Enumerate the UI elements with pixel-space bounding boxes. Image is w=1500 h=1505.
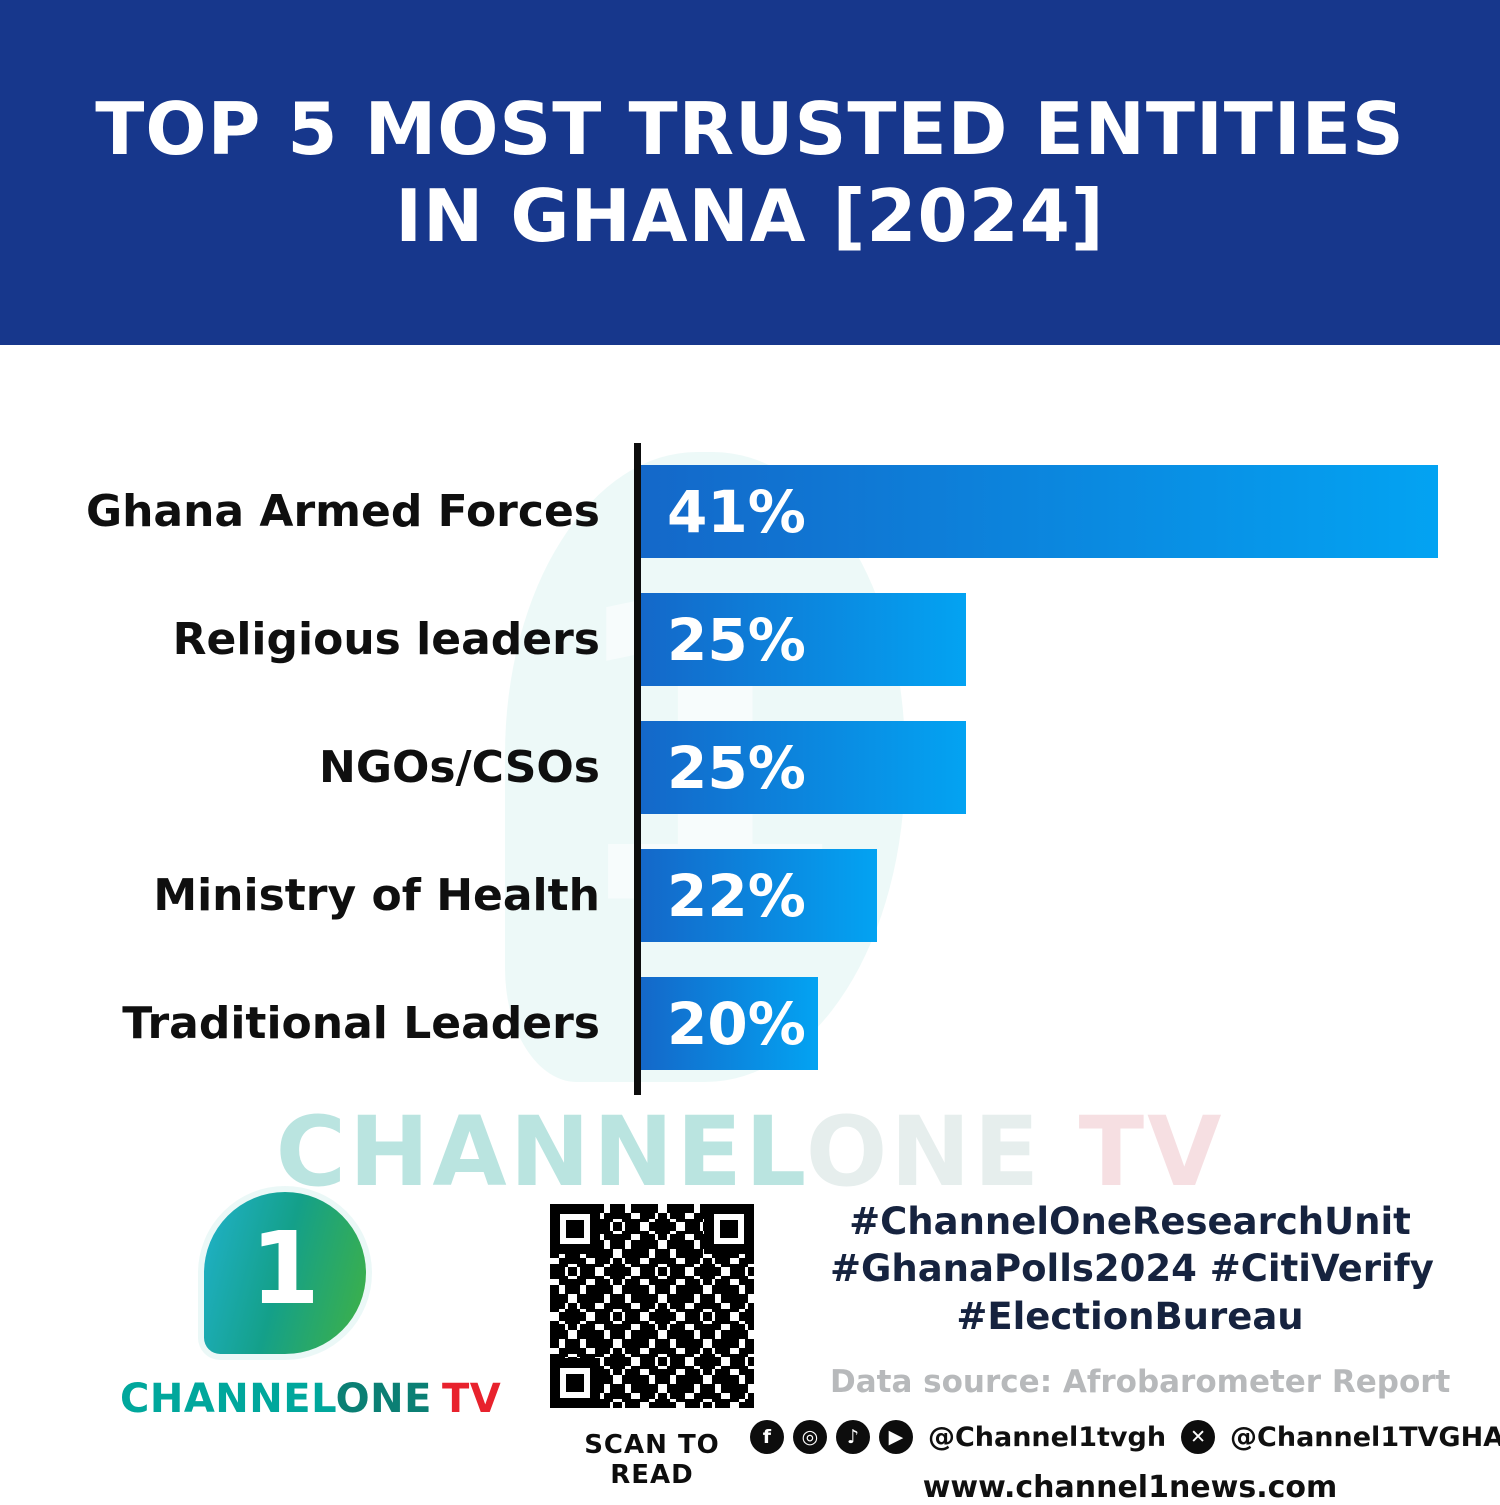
channel-one-logo: 1 CHANNELONE TV bbox=[120, 1192, 501, 1422]
footer-info: #ChannelOneResearchUnit #GhanaPolls2024 … bbox=[749, 1198, 1500, 1505]
tiktok-icon: ♪ bbox=[835, 1420, 870, 1455]
logo-digit: 1 bbox=[250, 1209, 320, 1327]
chart-row-ministry-of-health: Ministry of Health 22% bbox=[0, 849, 1500, 942]
social-handle-x: @Channel1TVGHA bbox=[1230, 1421, 1500, 1453]
bar-ghana-armed-forces: 41% bbox=[641, 465, 1438, 558]
brand-one: ONE bbox=[335, 1376, 432, 1422]
header-banner: TOP 5 MOST TRUSTED ENTITIES IN GHANA [20… bbox=[0, 0, 1500, 345]
x-icon: ✕ bbox=[1181, 1420, 1216, 1455]
y-axis-line bbox=[634, 443, 641, 1095]
chart-row-religious-leaders: Religious leaders 25% bbox=[0, 593, 1500, 686]
website-url: www.channel1news.com bbox=[922, 1470, 1338, 1505]
bar-chart: Ghana Armed Forces 41% Religious leaders… bbox=[0, 465, 1500, 1070]
bar-value-label: 22% bbox=[667, 861, 806, 930]
hashtag-line-1: #ChannelOneResearchUnit bbox=[849, 1200, 1411, 1243]
brand-tv: TV bbox=[441, 1376, 502, 1422]
qr-finder-bottom-left bbox=[550, 1358, 600, 1408]
qr-code bbox=[544, 1198, 760, 1414]
bar-category-label: NGOs/CSOs bbox=[319, 742, 600, 793]
qr-finder-top-left bbox=[550, 1204, 600, 1254]
bar-value-label: 20% bbox=[667, 989, 806, 1058]
instagram-icon: ◎ bbox=[792, 1420, 827, 1455]
qr-caption: SCAN TO READ bbox=[584, 1430, 720, 1490]
bar-ministry-of-health: 22% bbox=[641, 849, 878, 942]
bar-ngos-csos: 25% bbox=[641, 721, 966, 814]
data-source-note: Data source: Afrobarometer Report bbox=[830, 1364, 1451, 1401]
chart-row-ghana-armed-forces: Ghana Armed Forces 41% bbox=[0, 465, 1500, 558]
brand-wordmark: CHANNELONE TV bbox=[120, 1376, 501, 1422]
qr-finder-top-right bbox=[704, 1204, 754, 1254]
hashtag-line-3: #ElectionBureau bbox=[956, 1294, 1304, 1338]
bar-category-label: Ministry of Health bbox=[153, 870, 600, 921]
channel-one-logo-icon: 1 bbox=[204, 1192, 366, 1354]
social-handle-primary: @Channel1tvgh bbox=[927, 1421, 1167, 1453]
watermark-channel: CHANNEL bbox=[275, 1096, 806, 1208]
chart-row-traditional-leaders: Traditional Leaders 20% bbox=[0, 977, 1500, 1070]
watermark-text: CHANNELONE TV bbox=[0, 1096, 1500, 1208]
bar-value-label: 41% bbox=[667, 477, 806, 546]
bar-traditional-leaders: 20% bbox=[641, 977, 819, 1070]
youtube-icon: ▶ bbox=[878, 1420, 913, 1455]
watermark-tv: TV bbox=[1078, 1096, 1225, 1208]
bar-category-label: Religious leaders bbox=[172, 614, 600, 665]
chart-row-ngos-csos: NGOs/CSOs 25% bbox=[0, 721, 1500, 814]
hashtag-line-2: #GhanaPolls2024 #CitiVerify bbox=[830, 1247, 1434, 1291]
facebook-icon: f bbox=[749, 1420, 784, 1455]
page-title-line-2: IN GHANA [2024] bbox=[395, 173, 1105, 258]
page-title-line-1: TOP 5 MOST TRUSTED ENTITIES bbox=[95, 87, 1405, 172]
bar-value-label: 25% bbox=[667, 733, 806, 802]
bar-category-label: Ghana Armed Forces bbox=[85, 486, 600, 537]
bar-category-label: Traditional Leaders bbox=[122, 998, 600, 1049]
bar-religious-leaders: 25% bbox=[641, 593, 966, 686]
bar-value-label: 25% bbox=[667, 605, 806, 674]
social-row: f ◎ ♪ ▶ @Channel1tvgh ✕ @Channel1TVGHA bbox=[749, 1420, 1500, 1455]
qr-block: SCAN TO READ bbox=[540, 1198, 764, 1490]
watermark-one: ONE bbox=[805, 1096, 1043, 1208]
brand-channel: CHANNEL bbox=[120, 1376, 336, 1422]
